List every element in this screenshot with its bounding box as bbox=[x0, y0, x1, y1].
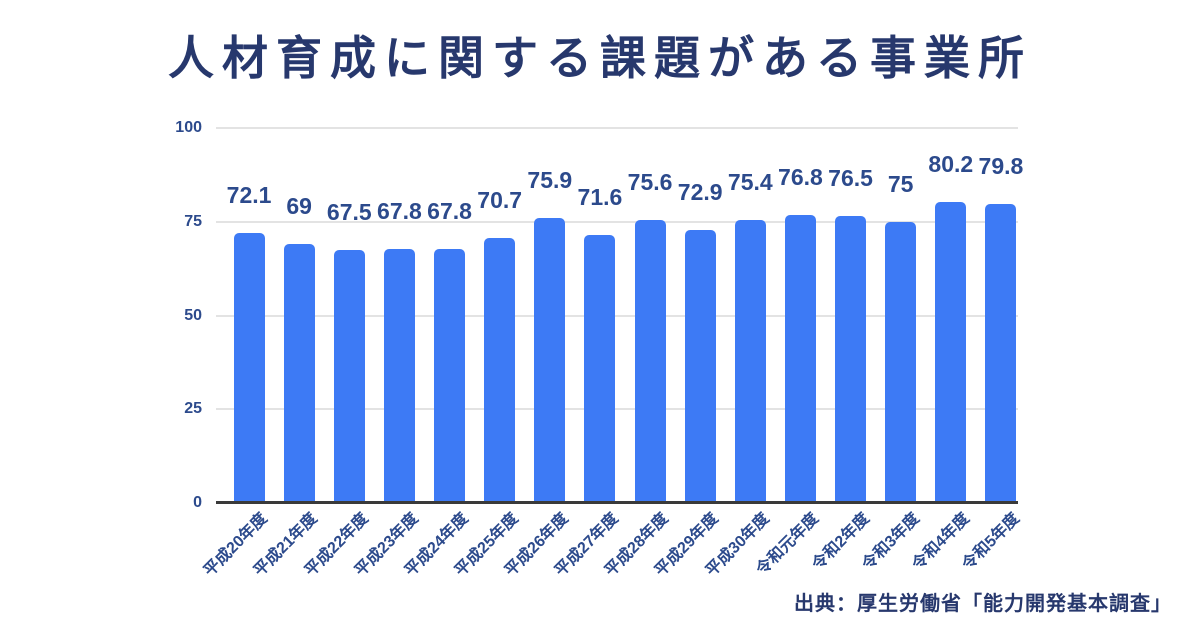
bar-value-label-3: 67.8 bbox=[377, 197, 422, 224]
bar-7 bbox=[584, 234, 616, 503]
bar-value-label-10: 75.4 bbox=[727, 169, 773, 196]
bar-value-label-9: 72.9 bbox=[677, 178, 723, 205]
bar-value-label-0: 72.1 bbox=[226, 181, 272, 208]
bar-value-label-2: 67.5 bbox=[326, 198, 372, 225]
bar-value-label-4: 67.8 bbox=[427, 197, 472, 224]
bar-0 bbox=[233, 232, 265, 503]
bar-value-label-8: 75.6 bbox=[627, 168, 673, 195]
bar-8 bbox=[634, 219, 666, 503]
y-tick-label-25: 25 bbox=[184, 400, 202, 418]
gridline-75 bbox=[216, 220, 1018, 223]
y-tick-label-0: 0 bbox=[193, 494, 202, 511]
bar-value-label-14: 80.2 bbox=[928, 151, 974, 178]
y-tick-label-50: 50 bbox=[184, 306, 202, 324]
bar-9 bbox=[684, 229, 716, 503]
bar-value-label-7: 71.6 bbox=[577, 183, 623, 210]
bar-14 bbox=[935, 202, 967, 503]
bar-value-label-11: 76.8 bbox=[778, 164, 823, 190]
bar-10 bbox=[734, 220, 766, 503]
bar-2 bbox=[333, 249, 365, 503]
bar-5 bbox=[484, 237, 516, 503]
bar-value-label-12: 76.5 bbox=[828, 165, 873, 192]
bar-value-label-5: 70.7 bbox=[477, 186, 523, 213]
bar-value-label-1: 69 bbox=[286, 193, 312, 220]
bar-12 bbox=[835, 216, 867, 503]
bar-value-label-6: 75.9 bbox=[527, 167, 573, 194]
gridline-100 bbox=[216, 127, 1018, 129]
bar-13 bbox=[885, 221, 917, 503]
bar-6 bbox=[534, 218, 566, 503]
chart-title: 人材育成に関する課題がある事業所 bbox=[168, 32, 1032, 84]
bar-4 bbox=[434, 248, 466, 503]
bar-1 bbox=[283, 244, 315, 503]
bar-value-label-15: 79.8 bbox=[978, 152, 1024, 179]
x-axis-baseline bbox=[216, 501, 1018, 504]
gridline-25 bbox=[216, 408, 1018, 411]
plot-area: 72.1 69 67.5 67.8 67.8 70.7 75.9 71.6 75.6 72.9 75… bbox=[216, 127, 1023, 504]
gridline-50 bbox=[216, 314, 1018, 317]
y-tick-label-100: 100 bbox=[175, 119, 202, 136]
bar-value-label-13: 75 bbox=[887, 170, 914, 197]
source-citation: 出典：厚生労働省「能力開発基本調査」 bbox=[794, 593, 1172, 615]
bar-3 bbox=[383, 248, 415, 503]
bar-15 bbox=[985, 203, 1017, 503]
y-tick-label-75: 75 bbox=[184, 212, 202, 230]
bar-11 bbox=[784, 215, 816, 503]
